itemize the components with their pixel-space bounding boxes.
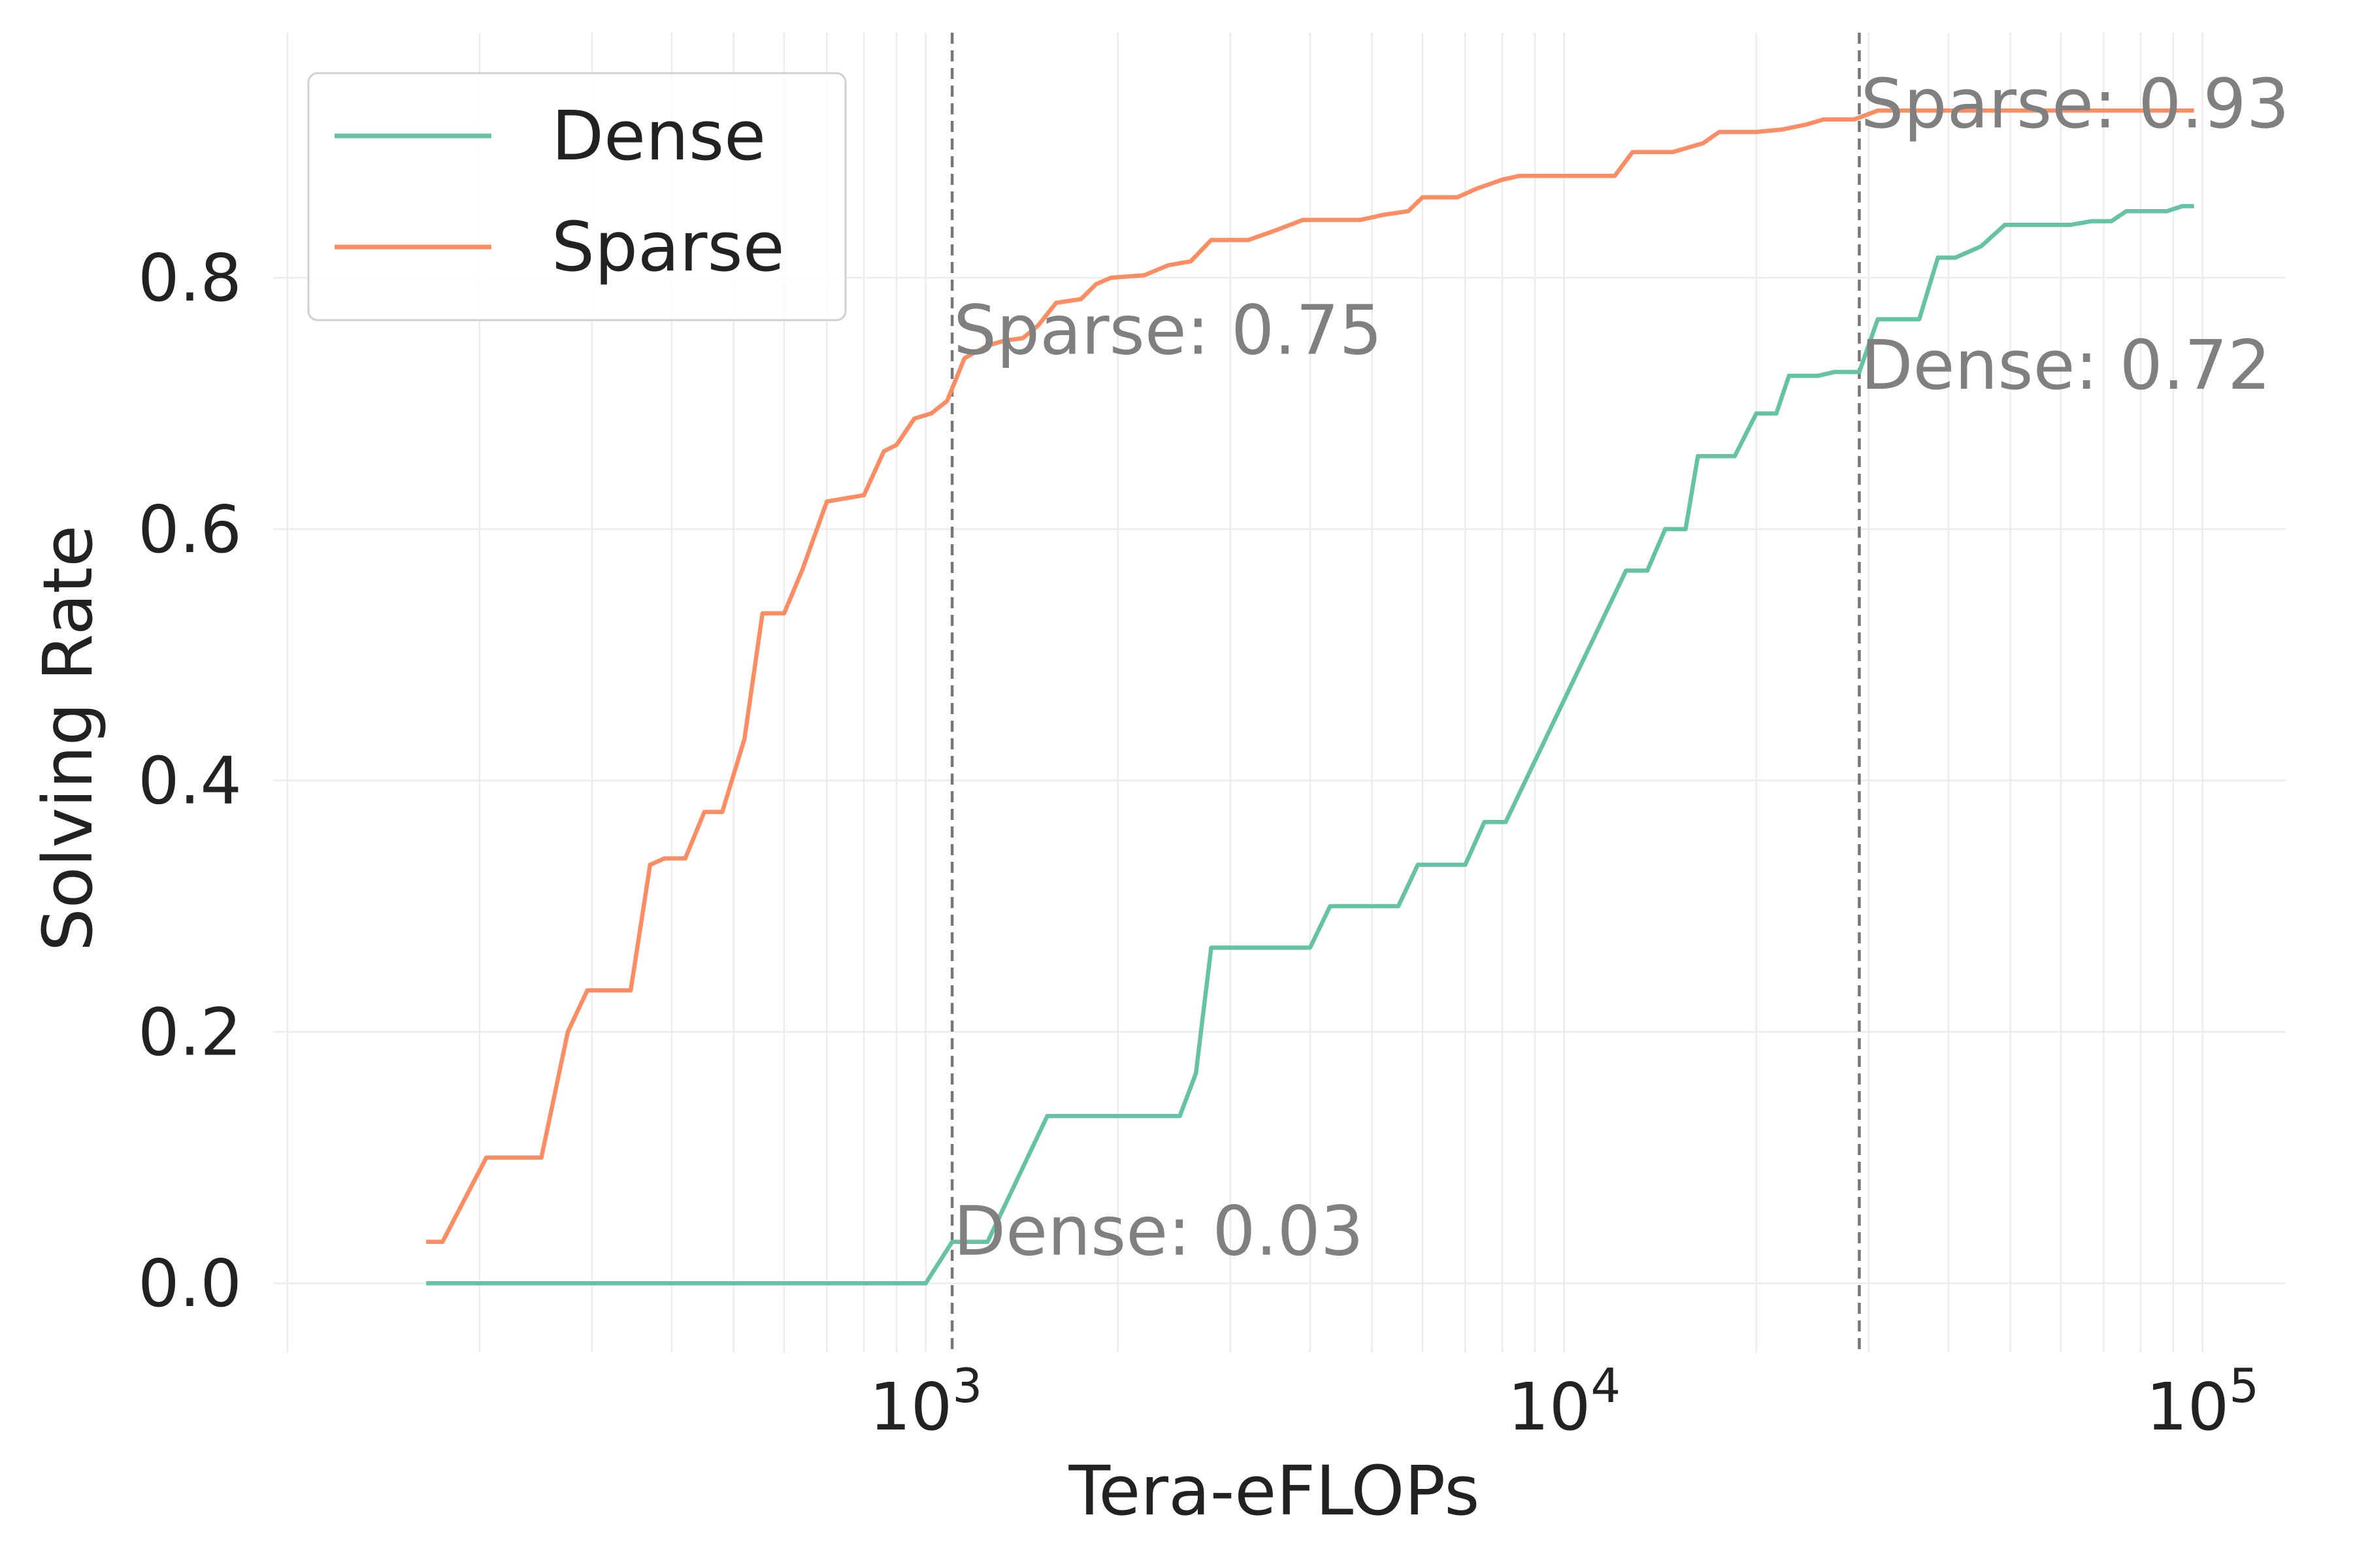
y-tick-label: 0.2 [138, 994, 242, 1070]
series-line-sparse [426, 108, 2194, 1244]
y-tick-label: 0.6 [138, 491, 242, 568]
y-tick-labels: 0.0 0.2 0.4 0.6 0.8 [138, 240, 242, 1322]
legend: Dense Sparse [307, 72, 847, 321]
y-tick-label: 0.8 [138, 240, 242, 316]
annotation-label: Dense: 0.03 [953, 1192, 1364, 1271]
series-line-dense [426, 204, 2194, 1286]
annotation-label: Sparse: 0.75 [953, 290, 1382, 370]
x-tick-label: 103 [869, 1358, 982, 1445]
annotation-label: Sparse: 0.93 [1860, 64, 2289, 144]
legend-label-dense: Dense [551, 96, 766, 176]
y-axis-label: Solving Rate [28, 525, 108, 951]
x-axis-label: Tera-eFLOPs [1068, 1451, 1480, 1531]
y-tick-label: 0.4 [138, 743, 242, 819]
annotations: Sparse: 0.75 Dense: 0.03 Sparse: 0.93 Dense… [953, 64, 2290, 1271]
x-tick-labels: 103 104 105 [869, 1358, 2259, 1445]
x-tick-label: 104 [1507, 1358, 1621, 1445]
reference-lines [950, 33, 1861, 1352]
legend-label-sparse: Sparse [551, 207, 785, 287]
annotation-label: Dense: 0.72 [1860, 325, 2271, 405]
y-tick-label: 0.0 [138, 1245, 242, 1322]
x-tick-label: 105 [2146, 1358, 2259, 1445]
series-lines [426, 108, 2194, 1286]
